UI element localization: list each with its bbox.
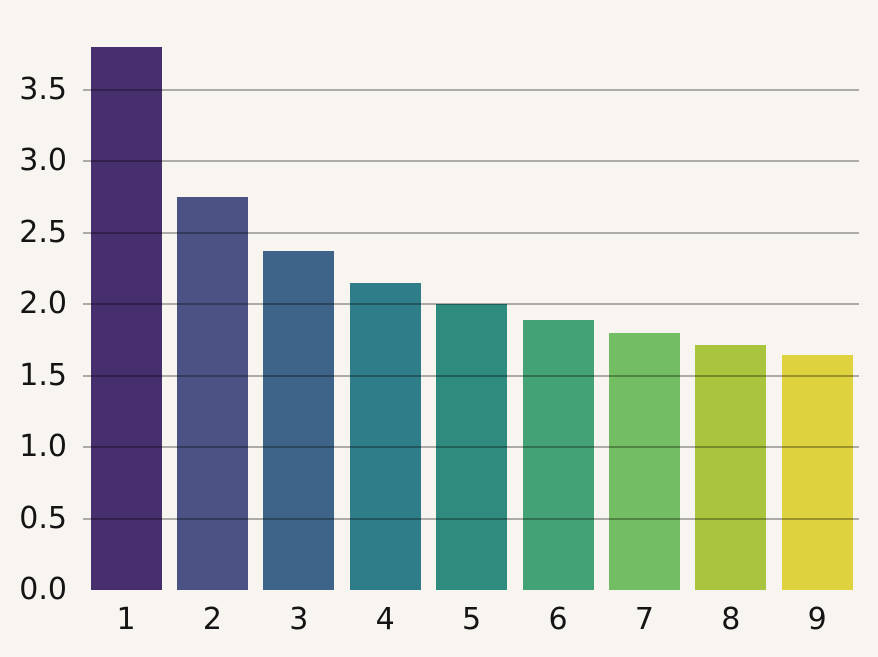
gridline — [83, 303, 859, 305]
x-tick-label: 5 — [462, 602, 482, 637]
x-tick-label: 3 — [289, 602, 309, 637]
y-tick-label: 2.5 — [19, 214, 67, 250]
bar — [349, 283, 421, 590]
gridline — [83, 517, 859, 520]
y-tick-label: 0.5 — [19, 500, 67, 536]
x-tick-label: 7 — [634, 602, 654, 637]
x-tick-label: 1 — [116, 602, 136, 637]
y-tick-label: 1.5 — [19, 357, 67, 393]
bar — [781, 355, 853, 590]
y-tick-label: 2.0 — [19, 286, 67, 321]
x-tick-label: 4 — [375, 602, 395, 637]
x-tick-label: 9 — [807, 602, 827, 637]
bar — [436, 304, 508, 590]
x-tick-label: 2 — [202, 602, 222, 637]
gridline — [83, 374, 859, 377]
bar — [263, 251, 335, 590]
x-tick-label: 6 — [548, 602, 568, 637]
bar — [695, 345, 767, 590]
gridline — [83, 88, 859, 91]
gridline — [83, 231, 859, 234]
y-tick-label: 3.0 — [19, 143, 67, 178]
bar — [176, 197, 248, 590]
y-tick-label: 0.0 — [19, 572, 67, 607]
gridline — [83, 160, 859, 162]
y-tick-label: 3.5 — [19, 71, 67, 107]
bar — [522, 320, 594, 590]
bar — [90, 47, 162, 590]
y-tick-label: 1.0 — [19, 429, 67, 464]
gridline — [83, 446, 859, 448]
x-tick-label: 8 — [721, 602, 741, 637]
bar — [608, 333, 680, 590]
